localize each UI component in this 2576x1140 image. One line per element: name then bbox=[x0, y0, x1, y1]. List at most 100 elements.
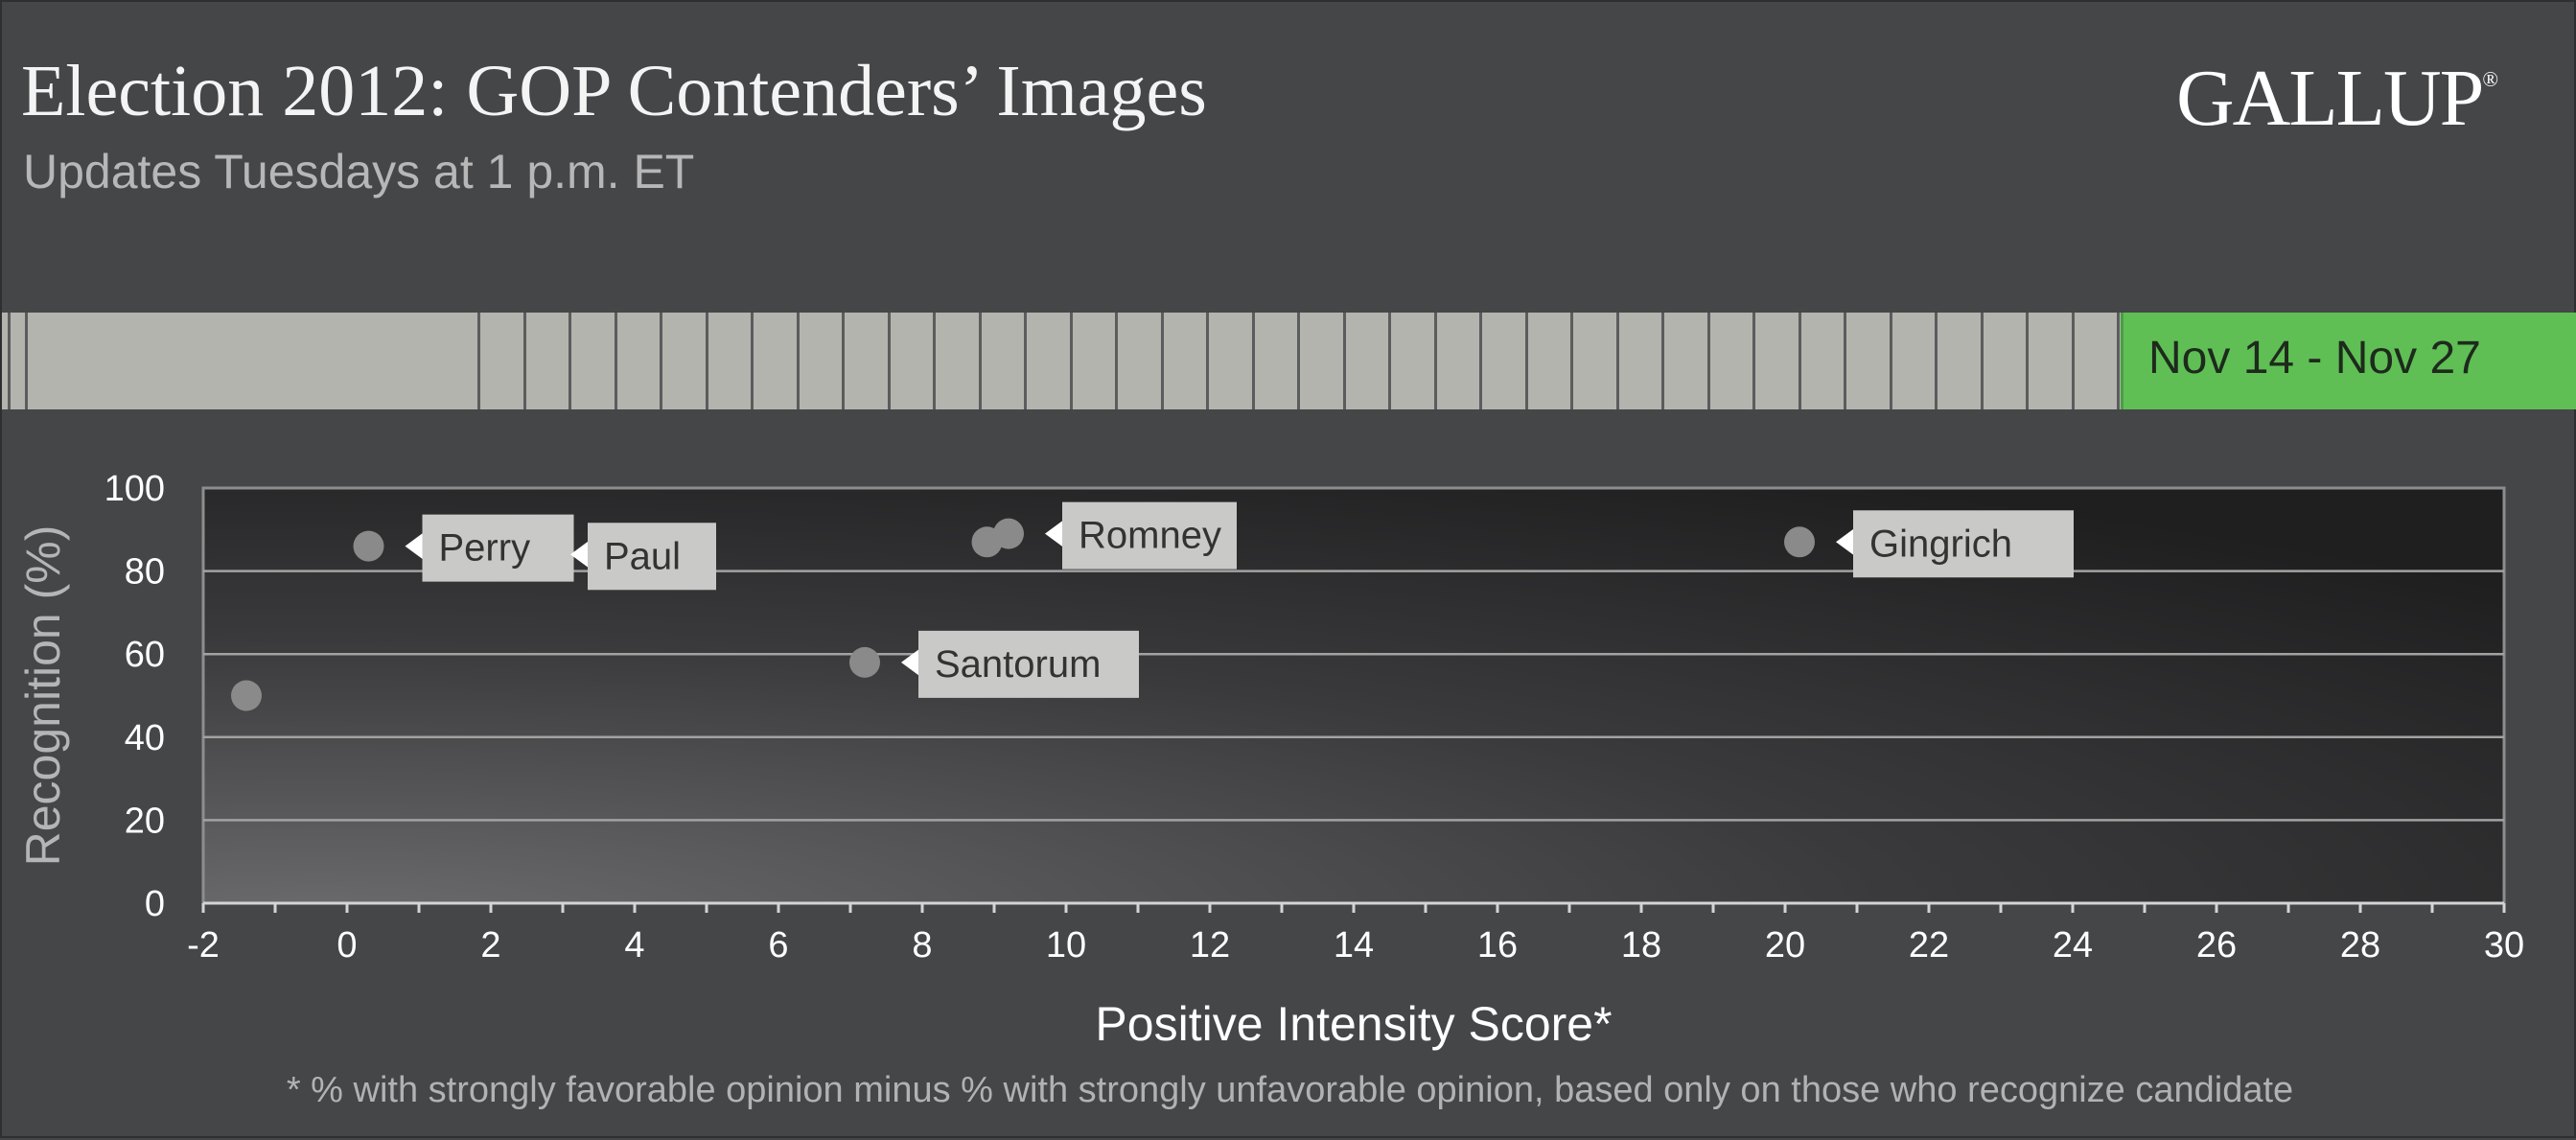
current-period-label: Nov 14 - Nov 27 bbox=[2148, 333, 2481, 384]
callout-pointer bbox=[901, 648, 919, 676]
callout-pointer bbox=[405, 532, 424, 560]
timeline-segment-divider bbox=[1115, 313, 1118, 409]
point-label: Romney bbox=[1079, 515, 1221, 557]
y-tick-label: 0 bbox=[145, 884, 165, 924]
callout-box bbox=[918, 630, 1139, 698]
registered-mark: ® bbox=[2482, 67, 2499, 91]
data-point[interactable] bbox=[971, 526, 1003, 558]
callout-pointer bbox=[1836, 528, 1854, 556]
timeline-segment-divider bbox=[1616, 313, 1619, 409]
timeline-segment-divider bbox=[2117, 313, 2120, 409]
timeline-segment-divider bbox=[1479, 313, 1482, 409]
timeline-segment-divider bbox=[1252, 313, 1255, 409]
x-tick-label: 10 bbox=[1046, 925, 1086, 966]
timeline-segment-divider bbox=[1206, 313, 1209, 409]
data-point[interactable] bbox=[353, 530, 384, 562]
callout-box bbox=[422, 514, 574, 582]
timeline-segment-divider bbox=[1890, 313, 1892, 409]
timeline-segment-divider bbox=[2026, 313, 2029, 409]
x-axis-title: Positive Intensity Score* bbox=[1095, 997, 1612, 1051]
data-point[interactable] bbox=[849, 646, 880, 678]
timeline-segment-divider bbox=[8, 313, 11, 409]
x-tick-label: 2 bbox=[480, 925, 500, 966]
timeline-segment-divider bbox=[1844, 313, 1846, 409]
x-tick-label: 28 bbox=[2340, 925, 2380, 966]
timeline-segment-divider bbox=[1525, 313, 1528, 409]
x-tick-label: 26 bbox=[2196, 925, 2237, 966]
timeline-segment-divider bbox=[1297, 313, 1300, 409]
page-title: Election 2012: GOP Contenders’ Images bbox=[21, 51, 1207, 131]
callout-box bbox=[588, 523, 716, 591]
x-tick-label: 16 bbox=[1477, 925, 1518, 966]
x-tick-label: 22 bbox=[1909, 925, 1949, 966]
data-label-callout[interactable]: Gingrich bbox=[1836, 510, 2074, 578]
data-label-callout[interactable]: Romney bbox=[1045, 501, 1237, 570]
y-tick-label: 100 bbox=[104, 469, 165, 509]
callout-pointer bbox=[570, 541, 589, 569]
period-timeline[interactable]: Nov 14 - Nov 27 bbox=[2, 313, 2576, 409]
point-label: Gingrich bbox=[1869, 523, 2012, 565]
timeline-segment-divider bbox=[1707, 313, 1710, 409]
data-point[interactable] bbox=[1784, 526, 1815, 558]
point-label: Paul bbox=[604, 535, 681, 577]
timeline-segment-divider bbox=[615, 313, 617, 409]
y-tick-label: 40 bbox=[125, 718, 165, 758]
x-tick-label: -2 bbox=[187, 925, 220, 966]
point-label: Perry bbox=[439, 527, 531, 570]
timeline-segment-divider bbox=[25, 313, 28, 409]
timeline-segment-divider bbox=[1161, 313, 1164, 409]
timeline-segment-divider bbox=[1024, 313, 1027, 409]
x-tick-label: 8 bbox=[912, 925, 932, 966]
timeline-segment-divider bbox=[706, 313, 708, 409]
data-label-callout[interactable]: Santorum bbox=[901, 630, 1139, 698]
callout-box bbox=[1062, 501, 1237, 570]
data-label-callout[interactable]: Paul bbox=[570, 523, 716, 591]
y-tick-label: 60 bbox=[125, 635, 165, 675]
footnote: * % with strongly favorable opinion minu… bbox=[286, 1070, 2294, 1110]
timeline-segment-divider bbox=[477, 313, 480, 409]
x-tick-label: 6 bbox=[768, 925, 788, 966]
data-label-callout[interactable]: Perry bbox=[405, 514, 574, 582]
timeline-segment-divider bbox=[797, 313, 800, 409]
gallup-logo: GALLUP® bbox=[2176, 52, 2498, 145]
timeline-segment-divider bbox=[1070, 313, 1073, 409]
x-tick-label: 20 bbox=[1765, 925, 1805, 966]
timeline-segment-divider bbox=[660, 313, 662, 409]
x-tick-label: 12 bbox=[1190, 925, 1230, 966]
timeline-segment-divider bbox=[1661, 313, 1664, 409]
timeline-segment-divider bbox=[751, 313, 754, 409]
x-tick-label: 0 bbox=[337, 925, 357, 966]
timeline-segment-divider bbox=[842, 313, 845, 409]
x-tick-label: 24 bbox=[2053, 925, 2093, 966]
page-subtitle: Updates Tuesdays at 1 p.m. ET bbox=[23, 145, 695, 198]
timeline-segment-divider bbox=[569, 313, 571, 409]
timeline-segment-divider bbox=[1935, 313, 1938, 409]
logo-text: GALLUP bbox=[2176, 54, 2484, 143]
timeline-segment-divider bbox=[2072, 313, 2075, 409]
x-tick-label: 18 bbox=[1621, 925, 1661, 966]
data-point[interactable] bbox=[231, 680, 262, 711]
timeline-segment-divider bbox=[523, 313, 526, 409]
x-tick-label: 30 bbox=[2484, 925, 2524, 966]
timeline-segment-divider bbox=[933, 313, 936, 409]
timeline-segment-divider bbox=[888, 313, 891, 409]
timeline-segment-divider bbox=[1799, 313, 1801, 409]
x-tick-label: 4 bbox=[624, 925, 644, 966]
timeline-segment-divider bbox=[1434, 313, 1437, 409]
timeline-segment-divider bbox=[1981, 313, 1984, 409]
y-axis-title: Recognition (%) bbox=[16, 525, 70, 867]
y-tick-label: 80 bbox=[125, 552, 165, 593]
timeline-segment-divider bbox=[979, 313, 982, 409]
callout-pointer bbox=[1045, 520, 1063, 547]
x-tick-label: 14 bbox=[1334, 925, 1374, 966]
callout-box bbox=[1853, 510, 2074, 578]
y-tick-label: 20 bbox=[125, 801, 165, 841]
timeline-current-period[interactable]: Nov 14 - Nov 27 bbox=[2121, 313, 2576, 409]
timeline-segment-divider bbox=[1570, 313, 1573, 409]
timeline-segment-divider bbox=[1388, 313, 1391, 409]
point-label: Santorum bbox=[935, 643, 1101, 686]
timeline-segment-divider bbox=[1343, 313, 1346, 409]
timeline-segment-divider bbox=[1752, 313, 1755, 409]
